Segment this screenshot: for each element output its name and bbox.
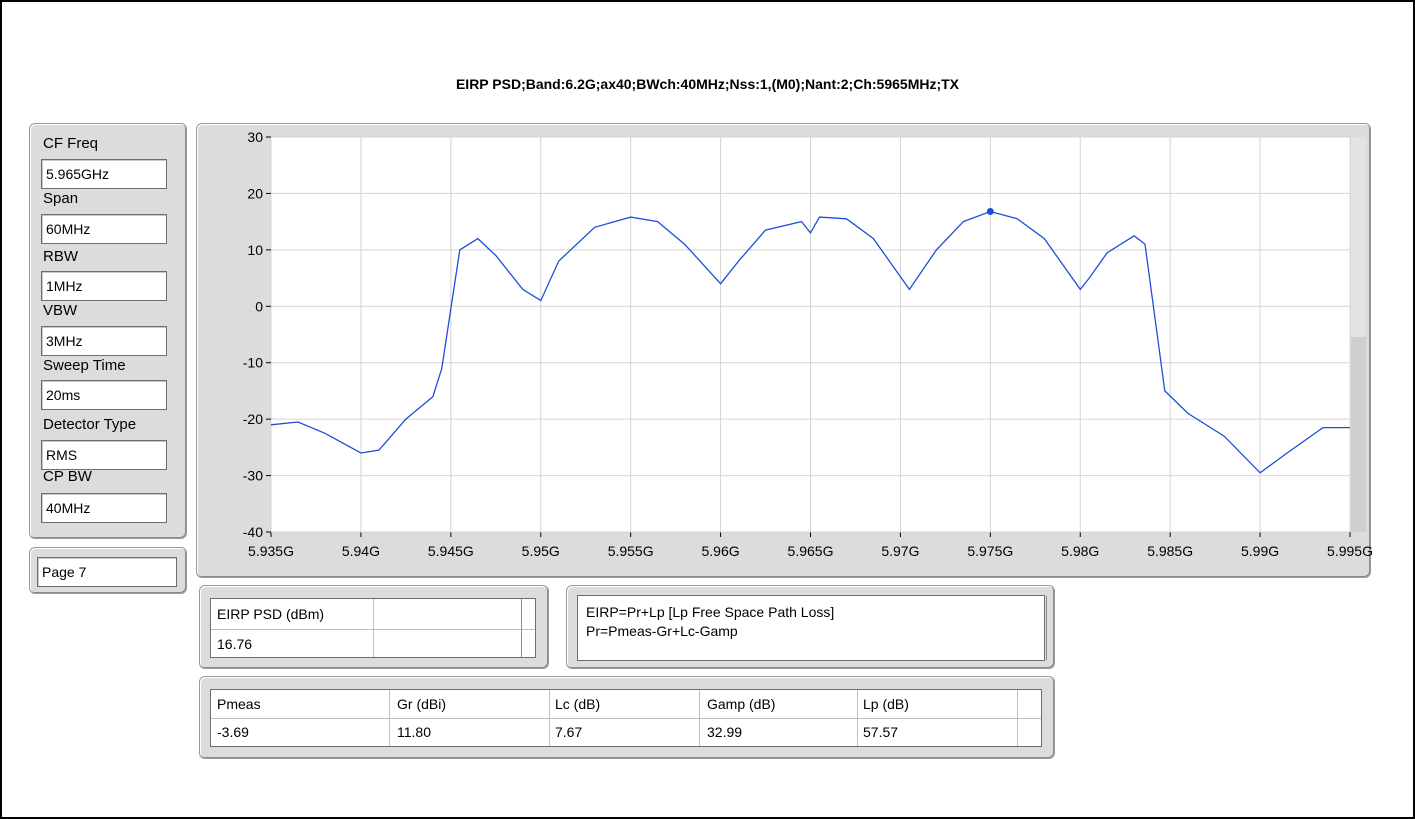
eirp-header: EIRP PSD (dBm) bbox=[217, 606, 325, 622]
cf-freq-label: CF Freq bbox=[43, 135, 99, 152]
value-gr: 11.80 bbox=[397, 724, 431, 740]
header-lp: Lp (dB) bbox=[863, 696, 909, 712]
value-lp: 57.57 bbox=[863, 724, 899, 740]
x-tick-label: 5.975G bbox=[967, 543, 1013, 559]
chart-title: EIRP PSD;Band:6.2G;ax40;BWch:40MHz;Nss:1… bbox=[455, 76, 960, 92]
value-pmeas: -3.69 bbox=[217, 724, 249, 740]
plot-scroll-thumb bbox=[1351, 137, 1366, 337]
x-tick-label: 5.985G bbox=[1147, 543, 1193, 559]
span-field[interactable]: 60MHz bbox=[41, 214, 167, 244]
value-lc: 7.67 bbox=[555, 724, 583, 740]
eirp-table: EIRP PSD (dBm) 16.76 bbox=[210, 598, 536, 658]
cf-freq-field[interactable]: 5.965GHz bbox=[41, 159, 167, 189]
x-tick-label: 5.955G bbox=[608, 543, 654, 559]
x-tick-label: 5.945G bbox=[428, 543, 474, 559]
eirp-value: 16.76 bbox=[217, 636, 253, 652]
y-tick-label: 20 bbox=[247, 185, 263, 201]
x-tick-label: 5.94G bbox=[342, 543, 380, 559]
span-label: Span bbox=[43, 190, 79, 207]
vbw-field[interactable]: 3MHz bbox=[41, 326, 167, 356]
page-field[interactable]: Page 7 bbox=[37, 557, 177, 587]
header-gamp: Gamp (dB) bbox=[707, 696, 776, 712]
eirp-panel: EIRP PSD (dBm) 16.76 bbox=[199, 585, 549, 669]
rbw-field[interactable]: 1MHz bbox=[41, 271, 167, 301]
settings-panel: CF Freq 5.965GHz Span 60MHz RBW 1MHz VBW… bbox=[29, 123, 187, 539]
peak-marker bbox=[986, 207, 994, 215]
formula-panel: EIRP=Pr+Lp [Lp Free Space Path Loss] Pr=… bbox=[566, 585, 1055, 669]
y-tick-label: -20 bbox=[243, 411, 263, 427]
x-tick-label: 5.96G bbox=[702, 543, 740, 559]
formula-line-2: Pr=Pmeas-Gr+Lc-Gamp bbox=[586, 623, 738, 639]
x-tick-label: 5.99G bbox=[1241, 543, 1279, 559]
formula-line-1: EIRP=Pr+Lp [Lp Free Space Path Loss] bbox=[586, 604, 835, 620]
y-tick-label: 30 bbox=[247, 129, 263, 145]
cp-bw-field[interactable]: 40MHz bbox=[41, 493, 167, 523]
header-lc: Lc (dB) bbox=[555, 696, 601, 712]
vbw-label: VBW bbox=[43, 302, 78, 319]
measurement-panel: Pmeas Gr (dBi) Lc (dB) Gamp (dB) Lp (dB)… bbox=[199, 676, 1055, 759]
rbw-label: RBW bbox=[43, 248, 78, 265]
detector-type-label: Detector Type bbox=[43, 416, 137, 433]
y-tick-label: 0 bbox=[255, 298, 263, 314]
y-tick-label: -40 bbox=[243, 524, 263, 540]
y-tick-label: 10 bbox=[247, 242, 263, 258]
psd-trace bbox=[270, 210, 1350, 474]
header-pmeas: Pmeas bbox=[217, 696, 261, 712]
cp-bw-label: CP BW bbox=[43, 468, 92, 485]
formula-text: EIRP=Pr+Lp [Lp Free Space Path Loss] Pr=… bbox=[577, 595, 1047, 661]
y-tick-label: -10 bbox=[243, 355, 263, 371]
header-gr: Gr (dBi) bbox=[397, 696, 446, 712]
x-tick-label: 5.995G bbox=[1327, 543, 1372, 559]
x-tick-label: 5.97G bbox=[881, 543, 919, 559]
value-gamp: 32.99 bbox=[707, 724, 743, 740]
x-tick-label: 5.95G bbox=[522, 543, 560, 559]
graph-panel: 5.935G 5.94G 5.945G 5.95G 5.955G 5.96G 5.965G 5… bbox=[196, 123, 1372, 579]
x-tick-label: 5.965G bbox=[788, 543, 834, 559]
psd-chart[interactable]: 5.935G 5.94G 5.945G 5.95G 5.955G 5.96G 5.965G 5… bbox=[197, 124, 1372, 579]
x-tick-label: 5.98G bbox=[1061, 543, 1099, 559]
detector-type-field[interactable]: RMS bbox=[41, 440, 167, 470]
page-panel: Page 7 bbox=[29, 547, 187, 594]
sweep-time-label: Sweep Time bbox=[43, 357, 126, 374]
x-tick-label: 5.935G bbox=[248, 543, 294, 559]
y-tick-label: -30 bbox=[243, 468, 263, 484]
sweep-time-field[interactable]: 20ms bbox=[41, 380, 167, 410]
measurement-table: Pmeas Gr (dBi) Lc (dB) Gamp (dB) Lp (dB)… bbox=[210, 689, 1042, 747]
